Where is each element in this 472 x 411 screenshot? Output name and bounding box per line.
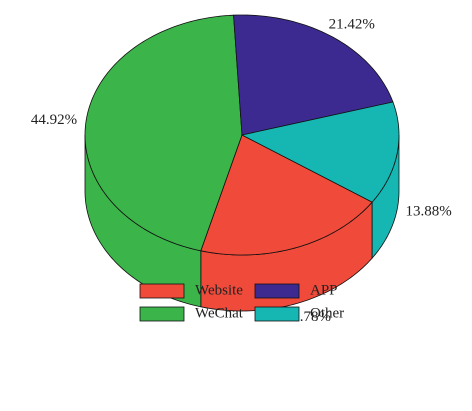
pie-slice	[200, 134, 373, 256]
data-label: 21.42%	[329, 16, 375, 32]
legend-swatch	[254, 283, 300, 299]
legend-swatch	[254, 306, 300, 322]
legend-label: Website	[195, 282, 243, 298]
data-label: 13.88%	[406, 204, 452, 220]
pie-slice	[233, 14, 394, 136]
legend-label: WeChat	[195, 305, 244, 321]
legend-label: Other	[310, 305, 344, 321]
legend-swatch	[139, 306, 185, 322]
legend-swatch	[139, 283, 185, 299]
legend-label: APP	[310, 282, 338, 298]
pie-slice	[240, 101, 400, 203]
data-label: 44.92%	[31, 112, 77, 128]
pie-slice	[84, 14, 243, 252]
